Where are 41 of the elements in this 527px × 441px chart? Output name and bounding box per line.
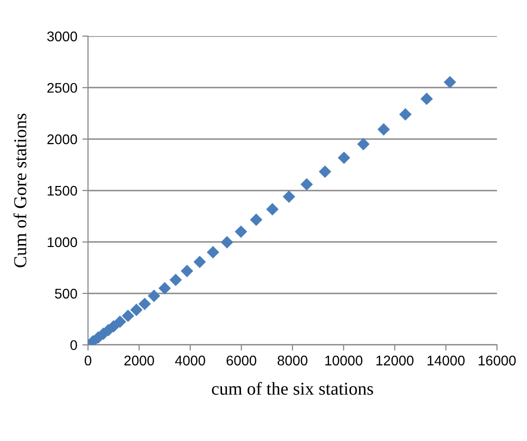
x-tick-label: 8000 [278, 356, 308, 366]
point [420, 92, 433, 106]
point [206, 246, 220, 258]
x-tick-label: 10000 [325, 356, 362, 366]
x-tick-label: 6000 [226, 356, 256, 366]
x-tick-label: 2000 [124, 356, 154, 366]
x-tick-label: 14000 [428, 356, 465, 366]
point [169, 274, 182, 286]
y-tick-label: 2500 [47, 82, 78, 93]
x-tick-label: 4000 [175, 356, 206, 366]
point [114, 316, 126, 328]
point [338, 152, 350, 164]
point [193, 256, 206, 268]
point [158, 282, 171, 294]
y-tick-label: 500 [54, 288, 78, 299]
point [250, 214, 262, 226]
point [138, 298, 151, 310]
point [234, 225, 248, 238]
point [266, 203, 279, 216]
point [148, 290, 160, 302]
point [300, 178, 313, 191]
point [130, 304, 143, 316]
point [180, 264, 194, 278]
y-tick-label: 2000 [47, 134, 78, 144]
point [220, 236, 234, 248]
x-tick-label: 12000 [376, 356, 414, 366]
y-tick-label: 1000 [48, 237, 78, 248]
point [399, 108, 412, 121]
x-tick-label: 16000 [478, 356, 516, 366]
point [357, 138, 370, 150]
point [282, 190, 296, 203]
y-axis-title: Cum of Gore stations [13, 114, 26, 268]
x-axis-title: cum of the six stations [212, 382, 374, 395]
x-tick-label: 0 [84, 356, 92, 366]
point [122, 310, 134, 322]
y-tick-label: 0 [70, 340, 78, 350]
point [318, 165, 332, 178]
y-tick-label: 3000 [47, 31, 78, 42]
y-tick-label: 1500 [48, 186, 78, 196]
point [377, 123, 390, 136]
point [444, 76, 456, 88]
